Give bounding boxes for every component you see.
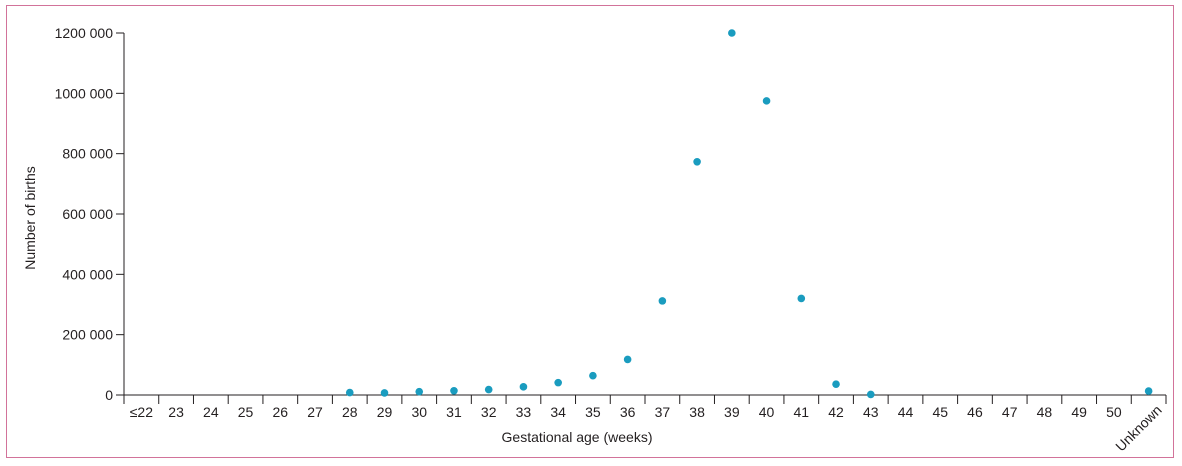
data-point: [693, 158, 701, 166]
y-tick-label: 400 000: [62, 266, 113, 282]
y-tick-label: 0: [105, 387, 113, 403]
x-axis-label: Gestational age (weeks): [502, 429, 653, 445]
x-tick-label: 47: [1002, 404, 1018, 420]
data-point: [797, 294, 806, 303]
data-point: [345, 388, 354, 397]
y-tick-label: 800 000: [62, 146, 113, 162]
data-point: [762, 97, 771, 105]
data-points: [345, 29, 1153, 399]
y-tick-label: 200 000: [62, 327, 113, 343]
data-point: [832, 380, 840, 388]
x-tick-label: 46: [967, 404, 983, 420]
x-tick-label: 49: [1071, 404, 1087, 420]
x-axis: ≤22 23 24 25 26 27 28 29 30 31 32 33 34 35 36 37 38 39 40 4…: [123, 394, 1167, 454]
x-tick-label: 30: [411, 404, 427, 420]
data-point: [519, 383, 528, 391]
x-tick-label: 35: [585, 404, 601, 420]
x-tick-label: 37: [655, 404, 671, 420]
data-point: [658, 297, 667, 305]
data-point: [415, 387, 424, 396]
x-tick-label: 36: [620, 404, 636, 420]
data-point: [589, 371, 597, 380]
x-tick-label: 27: [307, 404, 323, 420]
x-tick-label: 48: [1037, 404, 1053, 420]
y-tick-label: 1000 000: [55, 85, 114, 101]
x-tick-label: 43: [863, 404, 879, 420]
y-tick-label: 1200 000: [55, 25, 114, 41]
y-axis-label: Number of births: [22, 166, 38, 269]
x-tick-label: 45: [932, 404, 948, 420]
x-tick-label: 31: [446, 404, 462, 420]
x-tick-label: 39: [724, 404, 740, 420]
x-tick-label: 26: [273, 404, 289, 420]
x-tick-label: 50: [1106, 404, 1122, 420]
x-tick-label: 40: [759, 404, 775, 420]
data-point: [866, 390, 875, 399]
x-tick-label: ≤22: [130, 404, 153, 420]
y-axis: 0 200 000 400 000 600 000 800 000 1000 000 120…: [55, 25, 125, 403]
data-point: [728, 29, 736, 37]
x-tick-label: 23: [168, 404, 184, 420]
x-tick-label: 25: [238, 404, 254, 420]
x-tick-label: 29: [377, 404, 393, 420]
x-tick-label: 24: [203, 404, 219, 420]
x-tick-label: 33: [516, 404, 532, 420]
x-tick-label: 38: [689, 404, 705, 420]
data-point: [554, 378, 562, 387]
x-tick-label: 41: [794, 404, 810, 420]
x-tick-label: 28: [342, 404, 358, 420]
y-tick-label: 600 000: [62, 206, 113, 222]
chart-frame: 0 200 000 400 000 600 000 800 000 1000 000 120…: [6, 5, 1174, 458]
data-point: [623, 355, 632, 364]
data-point: [380, 389, 389, 397]
x-tick-label: 34: [550, 404, 566, 420]
x-tick-label: 42: [828, 404, 844, 420]
x-tick-label: 32: [481, 404, 497, 420]
births-scatter-chart: 0 200 000 400 000 600 000 800 000 1000 000 120…: [22, 25, 1167, 454]
data-point: [450, 386, 458, 395]
x-tick-label: 44: [898, 404, 914, 420]
data-point: [1144, 387, 1153, 395]
data-point: [484, 385, 493, 394]
